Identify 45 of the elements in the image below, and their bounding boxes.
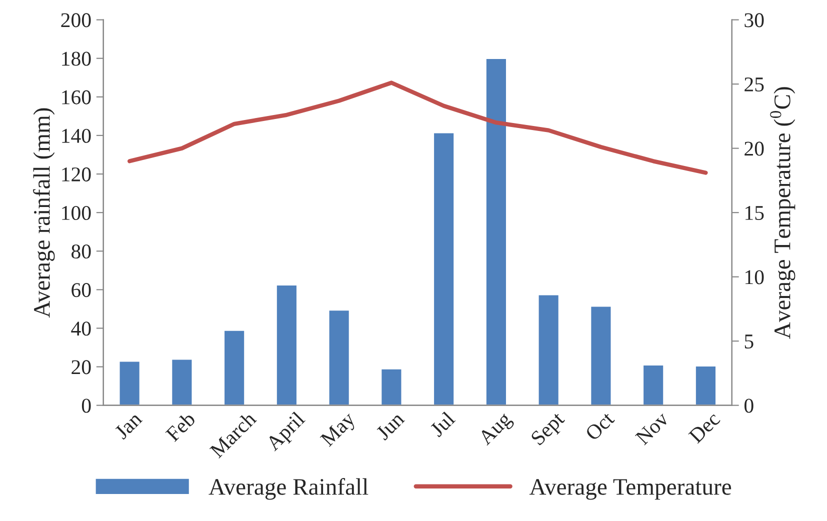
y-tick-label: 120 [62,167,91,182]
y-tick-label: 200 [61,13,91,28]
bar [170,358,194,406]
y-tick-label: 180 [62,52,91,66]
legend-label: Average Temperature [529,479,732,500]
x-tick-label: Dec [688,411,721,444]
line-series [127,80,708,175]
bar [694,365,717,406]
y2-tick-label: 10 [746,270,764,284]
legend-label: Average Rainfall [208,478,368,500]
x-tick-label: Feb [164,410,196,442]
bar [380,368,403,406]
x-tick-label: Aug [477,410,516,449]
x-tick-label: Oct [584,410,616,442]
y-tick-label: 40 [71,322,91,336]
bar [642,364,664,406]
bar [432,132,455,406]
x-tick-label: Jul [428,410,456,438]
y2-tick-label: 25 [744,77,764,92]
x-tick-label: May [320,410,360,450]
y2-tick-label: 5 [744,334,754,349]
y-tick-label: 60 [72,283,91,298]
x-tick-label: Jun [375,411,406,441]
y-tick-label: 160 [62,90,91,104]
y-tick-label: 80 [72,244,91,259]
bar [485,58,508,406]
y2-tick-label: 20 [744,142,764,156]
x-tick-label: Nov [634,410,670,446]
y2-tick-label: 0 [744,398,754,413]
y-tick-label: 140 [62,128,91,143]
bar [118,360,141,406]
x-tick-label: Sept [530,410,568,449]
x-tick-label: Jan [114,411,143,440]
y2-tick-label: 30 [744,13,764,28]
y-tick-label: 20 [72,360,91,374]
y2-tick-label: 15 [746,206,764,220]
y2-axis-title: Average Temperature ($^{0}$C) [770,87,796,339]
y-tick-label: 100 [62,206,91,220]
bar [328,309,350,406]
bar [223,329,246,406]
bar [590,305,612,406]
y-tick-label: 0 [82,398,91,413]
bar [276,284,298,406]
y-axis-title: Average rainfall (mm) [33,108,55,318]
bar [537,294,560,406]
